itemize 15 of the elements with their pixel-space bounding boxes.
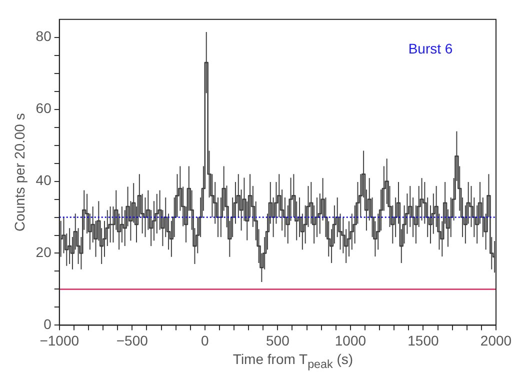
y-tick-label: 40 — [36, 172, 52, 188]
x-axis-title: Time from T$_{peak}$ (s) — [232, 351, 354, 371]
x-tick-label: 1500 — [408, 332, 440, 348]
x-tick-label: 2000 — [480, 332, 512, 348]
x-tick-label: 500 — [266, 332, 290, 348]
x-tick-label: −1000 — [40, 332, 80, 348]
annotation: Burst 6 — [408, 40, 453, 56]
y-tick-label: 0 — [44, 316, 52, 332]
y-tick-label: 80 — [36, 28, 52, 44]
x-tick-label: −500 — [116, 332, 148, 348]
x-tick-label: 0 — [201, 332, 210, 348]
x-tick-label: 1000 — [334, 332, 366, 348]
y-axis-title: Counts per 20.00 s — [11, 113, 28, 232]
y-tick-label: 60 — [36, 100, 52, 116]
y-tick-label: 20 — [36, 244, 52, 260]
